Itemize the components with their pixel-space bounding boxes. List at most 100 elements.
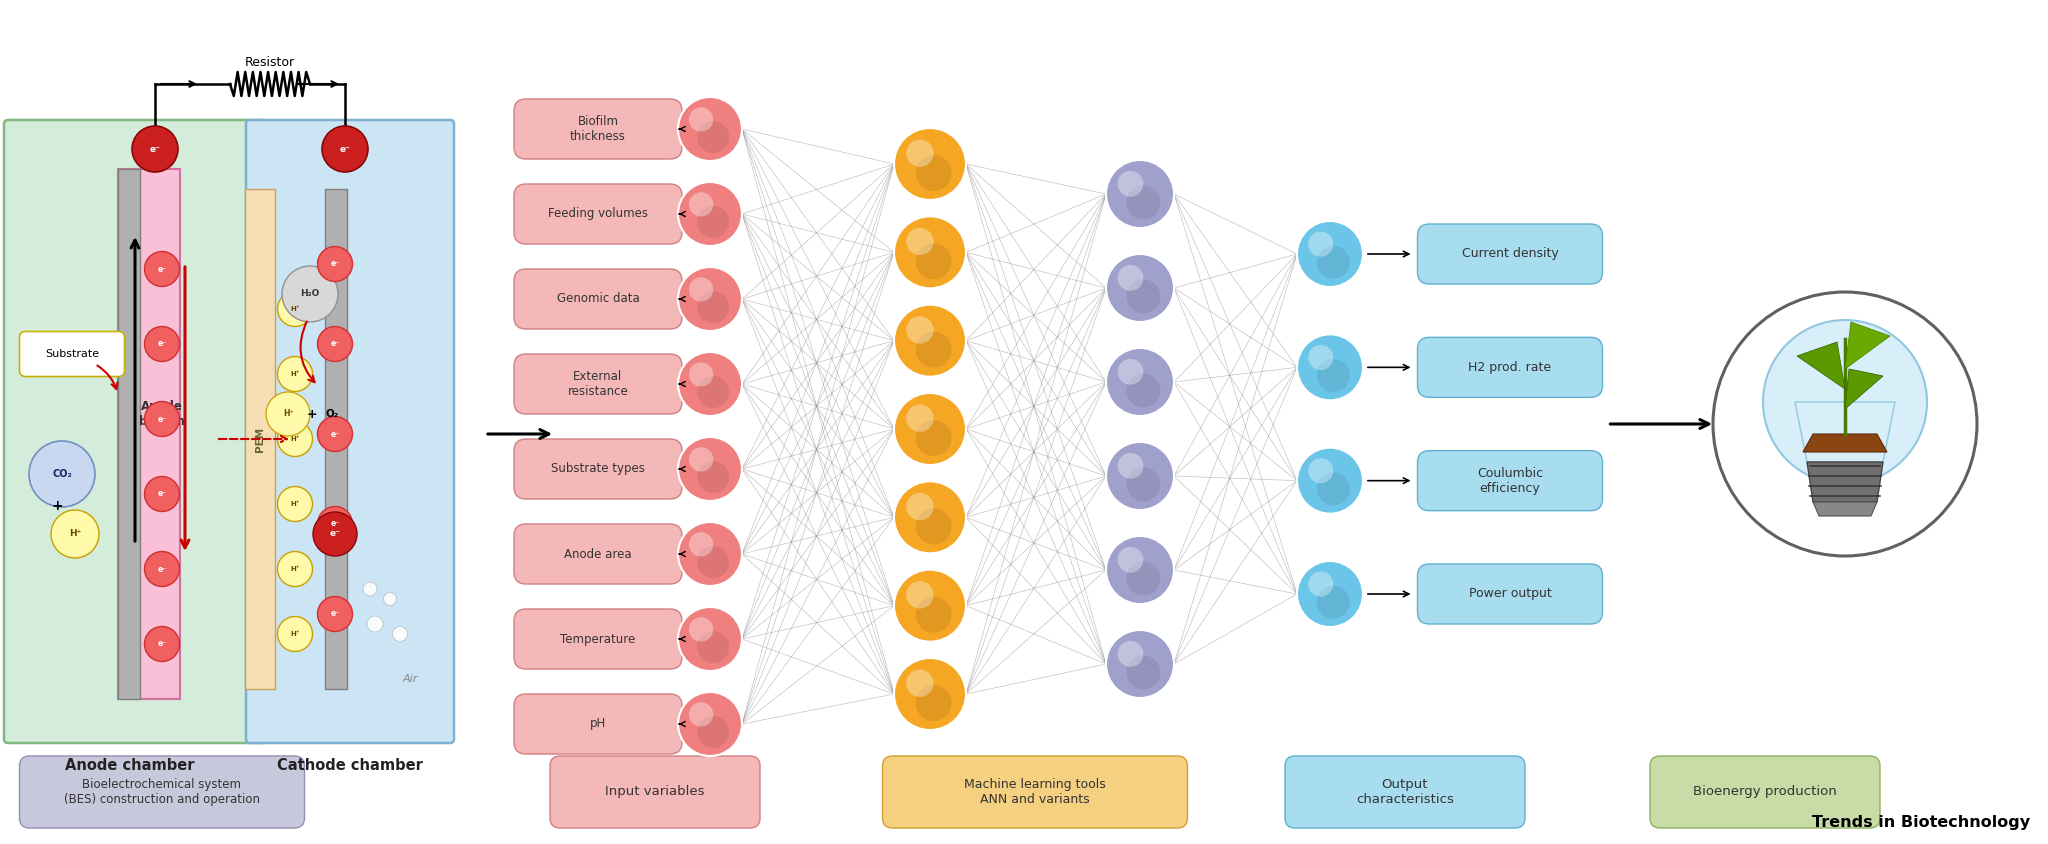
Text: PEM: PEM — [256, 426, 264, 452]
Text: O₂: O₂ — [326, 409, 338, 419]
Circle shape — [895, 570, 967, 641]
Text: H₂O: H₂O — [301, 289, 319, 299]
Polygon shape — [1794, 402, 1894, 462]
Circle shape — [1106, 348, 1174, 416]
Circle shape — [688, 533, 713, 556]
Circle shape — [678, 607, 741, 671]
Text: Genomic data: Genomic data — [557, 293, 639, 306]
FancyBboxPatch shape — [514, 609, 682, 669]
FancyBboxPatch shape — [514, 694, 682, 754]
FancyBboxPatch shape — [326, 189, 346, 689]
Circle shape — [1126, 279, 1161, 313]
Text: Output
characteristics: Output characteristics — [1356, 778, 1454, 806]
Text: e⁻: e⁻ — [158, 414, 166, 424]
Circle shape — [1317, 359, 1350, 392]
Circle shape — [907, 316, 934, 344]
Circle shape — [696, 206, 729, 238]
Circle shape — [678, 267, 741, 331]
FancyBboxPatch shape — [119, 169, 139, 699]
Text: e⁻: e⁻ — [340, 144, 350, 154]
Circle shape — [915, 243, 952, 279]
Circle shape — [895, 128, 967, 200]
Text: CO₂: CO₂ — [51, 469, 72, 479]
FancyBboxPatch shape — [551, 756, 760, 828]
Circle shape — [678, 692, 741, 756]
Circle shape — [145, 477, 180, 511]
Circle shape — [895, 658, 967, 730]
Circle shape — [907, 228, 934, 255]
FancyBboxPatch shape — [1417, 451, 1602, 511]
Text: Anode
biofilm: Anode biofilm — [139, 400, 184, 428]
FancyBboxPatch shape — [514, 524, 682, 584]
Circle shape — [145, 551, 180, 587]
Circle shape — [678, 522, 741, 586]
Circle shape — [145, 252, 180, 286]
Circle shape — [283, 266, 338, 322]
Text: External
resistance: External resistance — [567, 370, 629, 398]
Circle shape — [313, 512, 356, 556]
Circle shape — [317, 416, 352, 452]
Circle shape — [696, 376, 729, 408]
FancyBboxPatch shape — [246, 189, 274, 689]
Circle shape — [1126, 186, 1161, 219]
Circle shape — [907, 582, 934, 609]
Circle shape — [1309, 458, 1333, 484]
Polygon shape — [1806, 462, 1882, 502]
Circle shape — [1118, 170, 1143, 197]
FancyBboxPatch shape — [246, 120, 455, 743]
Polygon shape — [1796, 342, 1845, 389]
Circle shape — [915, 155, 952, 191]
Circle shape — [1296, 334, 1364, 400]
Text: H⁺: H⁺ — [291, 566, 299, 572]
Circle shape — [1118, 453, 1143, 479]
Circle shape — [678, 182, 741, 246]
Text: +: + — [51, 499, 63, 513]
Text: Coulumbic
efficiency: Coulumbic efficiency — [1477, 467, 1542, 495]
Circle shape — [688, 107, 713, 132]
Circle shape — [915, 332, 952, 368]
Text: Machine learning tools
ANN and variants: Machine learning tools ANN and variants — [965, 778, 1106, 806]
Text: e⁻: e⁻ — [158, 264, 166, 273]
Text: Biofilm
thickness: Biofilm thickness — [569, 115, 627, 143]
Text: Anode area: Anode area — [563, 548, 633, 560]
FancyBboxPatch shape — [1417, 224, 1602, 284]
Circle shape — [696, 716, 729, 748]
Text: Feeding volumes: Feeding volumes — [549, 208, 647, 220]
Circle shape — [688, 192, 713, 217]
FancyBboxPatch shape — [20, 756, 305, 828]
Circle shape — [145, 626, 180, 662]
Text: Resistor: Resistor — [246, 56, 295, 68]
Circle shape — [1118, 641, 1143, 667]
FancyBboxPatch shape — [514, 269, 682, 329]
Circle shape — [895, 481, 967, 554]
Text: +: + — [307, 408, 317, 420]
Text: pH: pH — [590, 717, 606, 731]
Circle shape — [1106, 160, 1174, 228]
Text: Bioelectrochemical system
(BES) construction and operation: Bioelectrochemical system (BES) construc… — [63, 778, 260, 806]
Text: Trends in Biotechnology: Trends in Biotechnology — [1812, 815, 2030, 830]
Circle shape — [317, 597, 352, 631]
Circle shape — [393, 626, 408, 641]
Circle shape — [1309, 231, 1333, 257]
Circle shape — [1106, 536, 1174, 604]
Circle shape — [1106, 630, 1174, 698]
FancyBboxPatch shape — [883, 756, 1188, 828]
Circle shape — [1296, 447, 1364, 514]
Circle shape — [678, 352, 741, 416]
Text: e⁻: e⁻ — [330, 259, 340, 268]
Circle shape — [688, 702, 713, 727]
Circle shape — [317, 506, 352, 542]
Text: Power output: Power output — [1468, 587, 1552, 600]
Text: e⁻: e⁻ — [158, 565, 166, 574]
Text: e⁻: e⁻ — [330, 529, 340, 538]
Text: e⁻: e⁻ — [330, 609, 340, 619]
FancyBboxPatch shape — [4, 120, 266, 743]
Circle shape — [145, 327, 180, 361]
Circle shape — [1296, 561, 1364, 627]
Circle shape — [688, 277, 713, 301]
Circle shape — [895, 393, 967, 465]
Circle shape — [688, 617, 713, 641]
Circle shape — [915, 597, 952, 633]
FancyBboxPatch shape — [514, 184, 682, 244]
Text: H⁺: H⁺ — [291, 436, 299, 442]
